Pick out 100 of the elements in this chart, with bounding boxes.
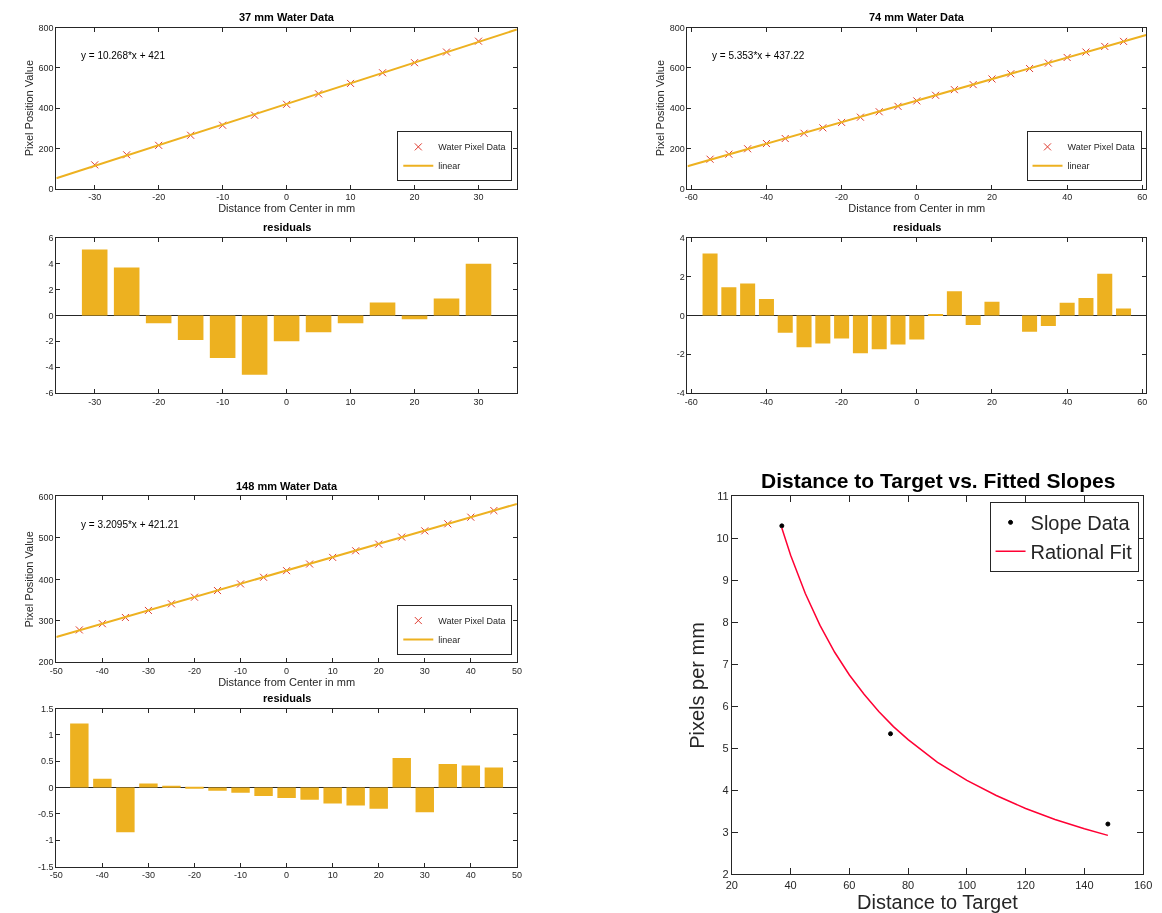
- x-tick-label: -10: [234, 870, 248, 881]
- x-tick-label: 60: [843, 878, 856, 891]
- bar: [415, 787, 434, 813]
- bar: [465, 263, 492, 316]
- bar: [965, 315, 981, 326]
- y-tick-label: 9: [722, 574, 729, 587]
- y-tick-label: 2: [679, 271, 685, 282]
- bar: [113, 267, 140, 316]
- bar: [300, 787, 319, 800]
- legend-label: Water Pixel Data: [438, 616, 506, 627]
- x-tick-label: -30: [88, 192, 102, 203]
- point: [779, 523, 785, 529]
- chart-title: residuals: [893, 221, 942, 233]
- point: [397, 533, 406, 542]
- bar: [1078, 297, 1094, 316]
- point: [706, 155, 715, 164]
- bar: [277, 787, 296, 799]
- bar: [928, 313, 944, 316]
- y-tick-label: 400: [38, 574, 54, 585]
- y-tick-label: 600: [669, 63, 685, 74]
- y-tick-label: 8: [722, 616, 729, 629]
- x-axis-title: Distance to Target: [857, 891, 1019, 913]
- point: [328, 553, 337, 562]
- point: [987, 74, 996, 83]
- chart-title: residuals: [263, 692, 312, 704]
- y-tick-label: 0: [679, 310, 685, 321]
- x-tick-label: 0: [284, 192, 290, 203]
- bar: [185, 786, 204, 789]
- bar: [1059, 302, 1075, 316]
- point: [420, 526, 429, 535]
- point: [781, 134, 790, 143]
- point: [1105, 821, 1111, 827]
- y-tick-label: 7: [722, 658, 729, 671]
- bar: [871, 315, 887, 350]
- point: [154, 141, 163, 150]
- y-tick-label: 5: [722, 742, 729, 755]
- bar: [323, 787, 342, 804]
- bar: [346, 787, 365, 806]
- point: [213, 586, 222, 595]
- legend-label: linear: [1067, 161, 1090, 172]
- point: [818, 123, 827, 132]
- x-tick-label: 20: [986, 192, 997, 203]
- legend-label: Rational Fit: [1030, 541, 1133, 564]
- y-tick-label: 1: [48, 730, 54, 741]
- bar: [1040, 315, 1056, 327]
- x-tick-label: 60: [1137, 396, 1148, 407]
- x-tick-label: -50: [49, 666, 63, 677]
- bar: [433, 298, 460, 316]
- x-axis-title: Distance from Center in mm: [218, 202, 356, 215]
- x-tick-label: -10: [234, 666, 248, 677]
- chart-title: residuals: [263, 221, 312, 233]
- point: [144, 606, 153, 615]
- x-tick-label: 20: [725, 878, 738, 891]
- bar: [815, 315, 831, 344]
- x-tick-label: 20: [409, 192, 420, 203]
- x-tick-label: 50: [511, 666, 522, 677]
- legend-label: linear: [438, 635, 461, 646]
- y-tick-label: 11: [717, 490, 729, 503]
- chart-title: 148 mm Water Data: [236, 480, 338, 492]
- x-tick-label: 10: [327, 666, 338, 677]
- point: [121, 613, 130, 622]
- x-tick-label: -40: [95, 666, 109, 677]
- legend-label: Slope Data: [1030, 512, 1131, 535]
- bar: [777, 315, 793, 333]
- y-tick-label: -4: [676, 388, 685, 398]
- x-tick-label: 10: [345, 192, 356, 203]
- point: [1119, 37, 1128, 46]
- point: [75, 625, 84, 634]
- point: [1025, 64, 1034, 73]
- annotation: y = 5.353*x + 437.22: [712, 50, 805, 61]
- y-axis-title: Pixels per mm: [685, 622, 708, 749]
- point: [950, 85, 959, 94]
- point: [410, 58, 419, 67]
- point: [122, 150, 131, 159]
- x-tick-label: -20: [152, 192, 166, 203]
- bar: [116, 787, 135, 833]
- x-axis-title: Distance from Center in mm: [848, 202, 986, 215]
- x-tick-label: 0: [284, 870, 290, 881]
- point: [218, 121, 227, 130]
- y-tick-label: 200: [38, 657, 54, 668]
- x-tick-label: 30: [419, 666, 430, 677]
- bar: [70, 723, 89, 788]
- y-tick-label: 6: [722, 700, 729, 713]
- x-tick-label: -20: [835, 396, 849, 407]
- point: [186, 131, 195, 140]
- bar: [758, 298, 774, 316]
- x-tick-label: -10: [216, 396, 230, 407]
- x-tick-label: 40: [465, 666, 476, 677]
- x-tick-label: 20: [373, 666, 384, 677]
- point: [743, 144, 752, 153]
- x-tick-label: 50: [511, 870, 522, 881]
- x-tick-label: -20: [187, 870, 201, 881]
- bar: [1022, 315, 1038, 332]
- y-tick-label: 2: [48, 284, 54, 295]
- y-tick-label: 0.5: [41, 756, 54, 767]
- y-tick-label: 1.5: [41, 703, 54, 714]
- x-tick-label: -40: [759, 192, 773, 203]
- bar: [254, 787, 273, 797]
- x-tick-label: 0: [914, 396, 920, 407]
- point: [837, 118, 846, 127]
